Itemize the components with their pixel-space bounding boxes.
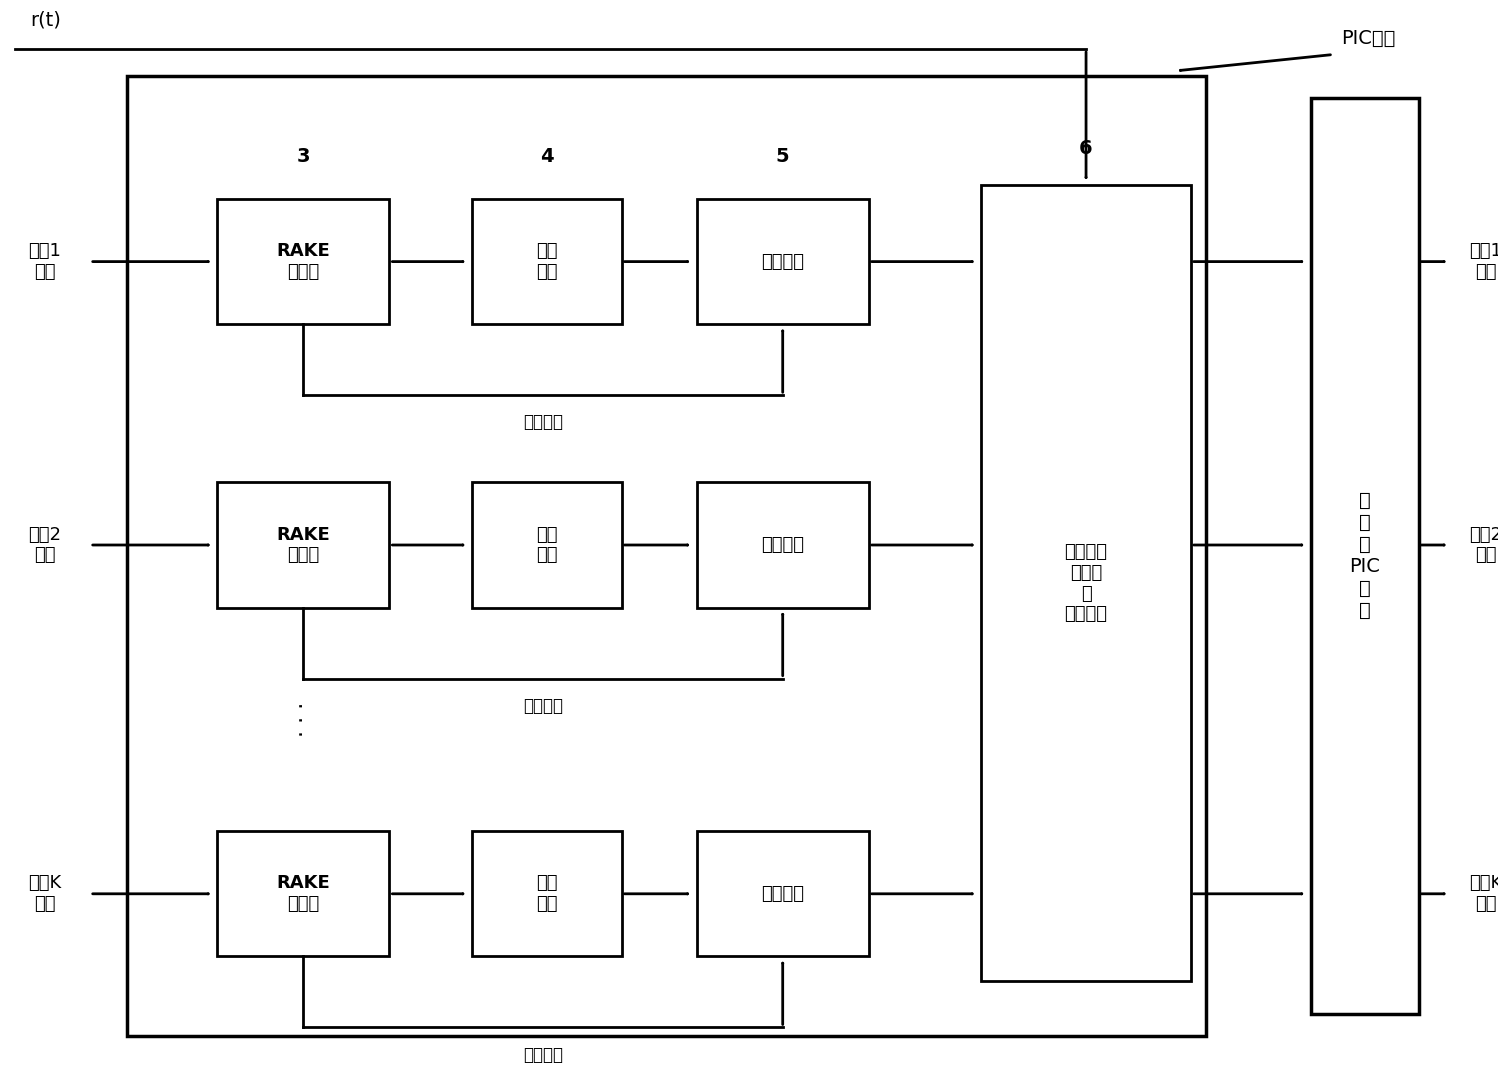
Bar: [472, 831, 622, 957]
Text: RAKE
接收机: RAKE 接收机: [277, 874, 330, 913]
Text: 下
一
级
PIC
结
构: 下 一 级 PIC 结 构: [1350, 492, 1380, 620]
Text: 信号再生: 信号再生: [761, 885, 804, 903]
Text: 硬判
决器: 硬判 决器: [536, 525, 557, 565]
Bar: [472, 482, 622, 608]
Text: 用户K
信号: 用户K 信号: [28, 874, 61, 913]
Text: RAKE
接收机: RAKE 接收机: [277, 525, 330, 565]
Bar: [981, 185, 1191, 981]
Text: PIC结构: PIC结构: [1341, 28, 1395, 48]
Text: 3: 3: [297, 147, 310, 166]
Text: · · ·: · · ·: [294, 702, 313, 737]
Text: r(t): r(t): [30, 11, 61, 29]
Bar: [217, 198, 389, 325]
Bar: [697, 831, 869, 957]
Text: 用户2
信号: 用户2 信号: [1470, 525, 1498, 565]
Bar: [127, 76, 1206, 1036]
Text: 4: 4: [539, 147, 554, 166]
Text: 硬判
决器: 硬判 决器: [536, 242, 557, 281]
Text: 6: 6: [1079, 140, 1094, 158]
Bar: [217, 482, 389, 608]
Text: 用户1
信号: 用户1 信号: [28, 242, 61, 281]
Text: 信号再生: 信号再生: [761, 536, 804, 554]
Text: 信道估计: 信道估计: [523, 413, 563, 432]
Text: 多址干扰
的估计
与
干扰对消: 多址干扰 的估计 与 干扰对消: [1065, 543, 1107, 623]
Bar: [697, 482, 869, 608]
Text: 信号再生: 信号再生: [761, 253, 804, 270]
Bar: [472, 198, 622, 325]
Bar: [217, 831, 389, 957]
Text: 用户1
信号: 用户1 信号: [1470, 242, 1498, 281]
Bar: [1311, 98, 1419, 1014]
Bar: [697, 198, 869, 325]
Text: 用户2
信号: 用户2 信号: [28, 525, 61, 565]
Text: 信道估计: 信道估计: [523, 1045, 563, 1064]
Text: 信道估计: 信道估计: [523, 697, 563, 715]
Text: 硬判
决器: 硬判 决器: [536, 874, 557, 913]
Text: 5: 5: [776, 147, 789, 166]
Text: 用户K
信号: 用户K 信号: [1470, 874, 1498, 913]
Text: RAKE
接收机: RAKE 接收机: [277, 242, 330, 281]
